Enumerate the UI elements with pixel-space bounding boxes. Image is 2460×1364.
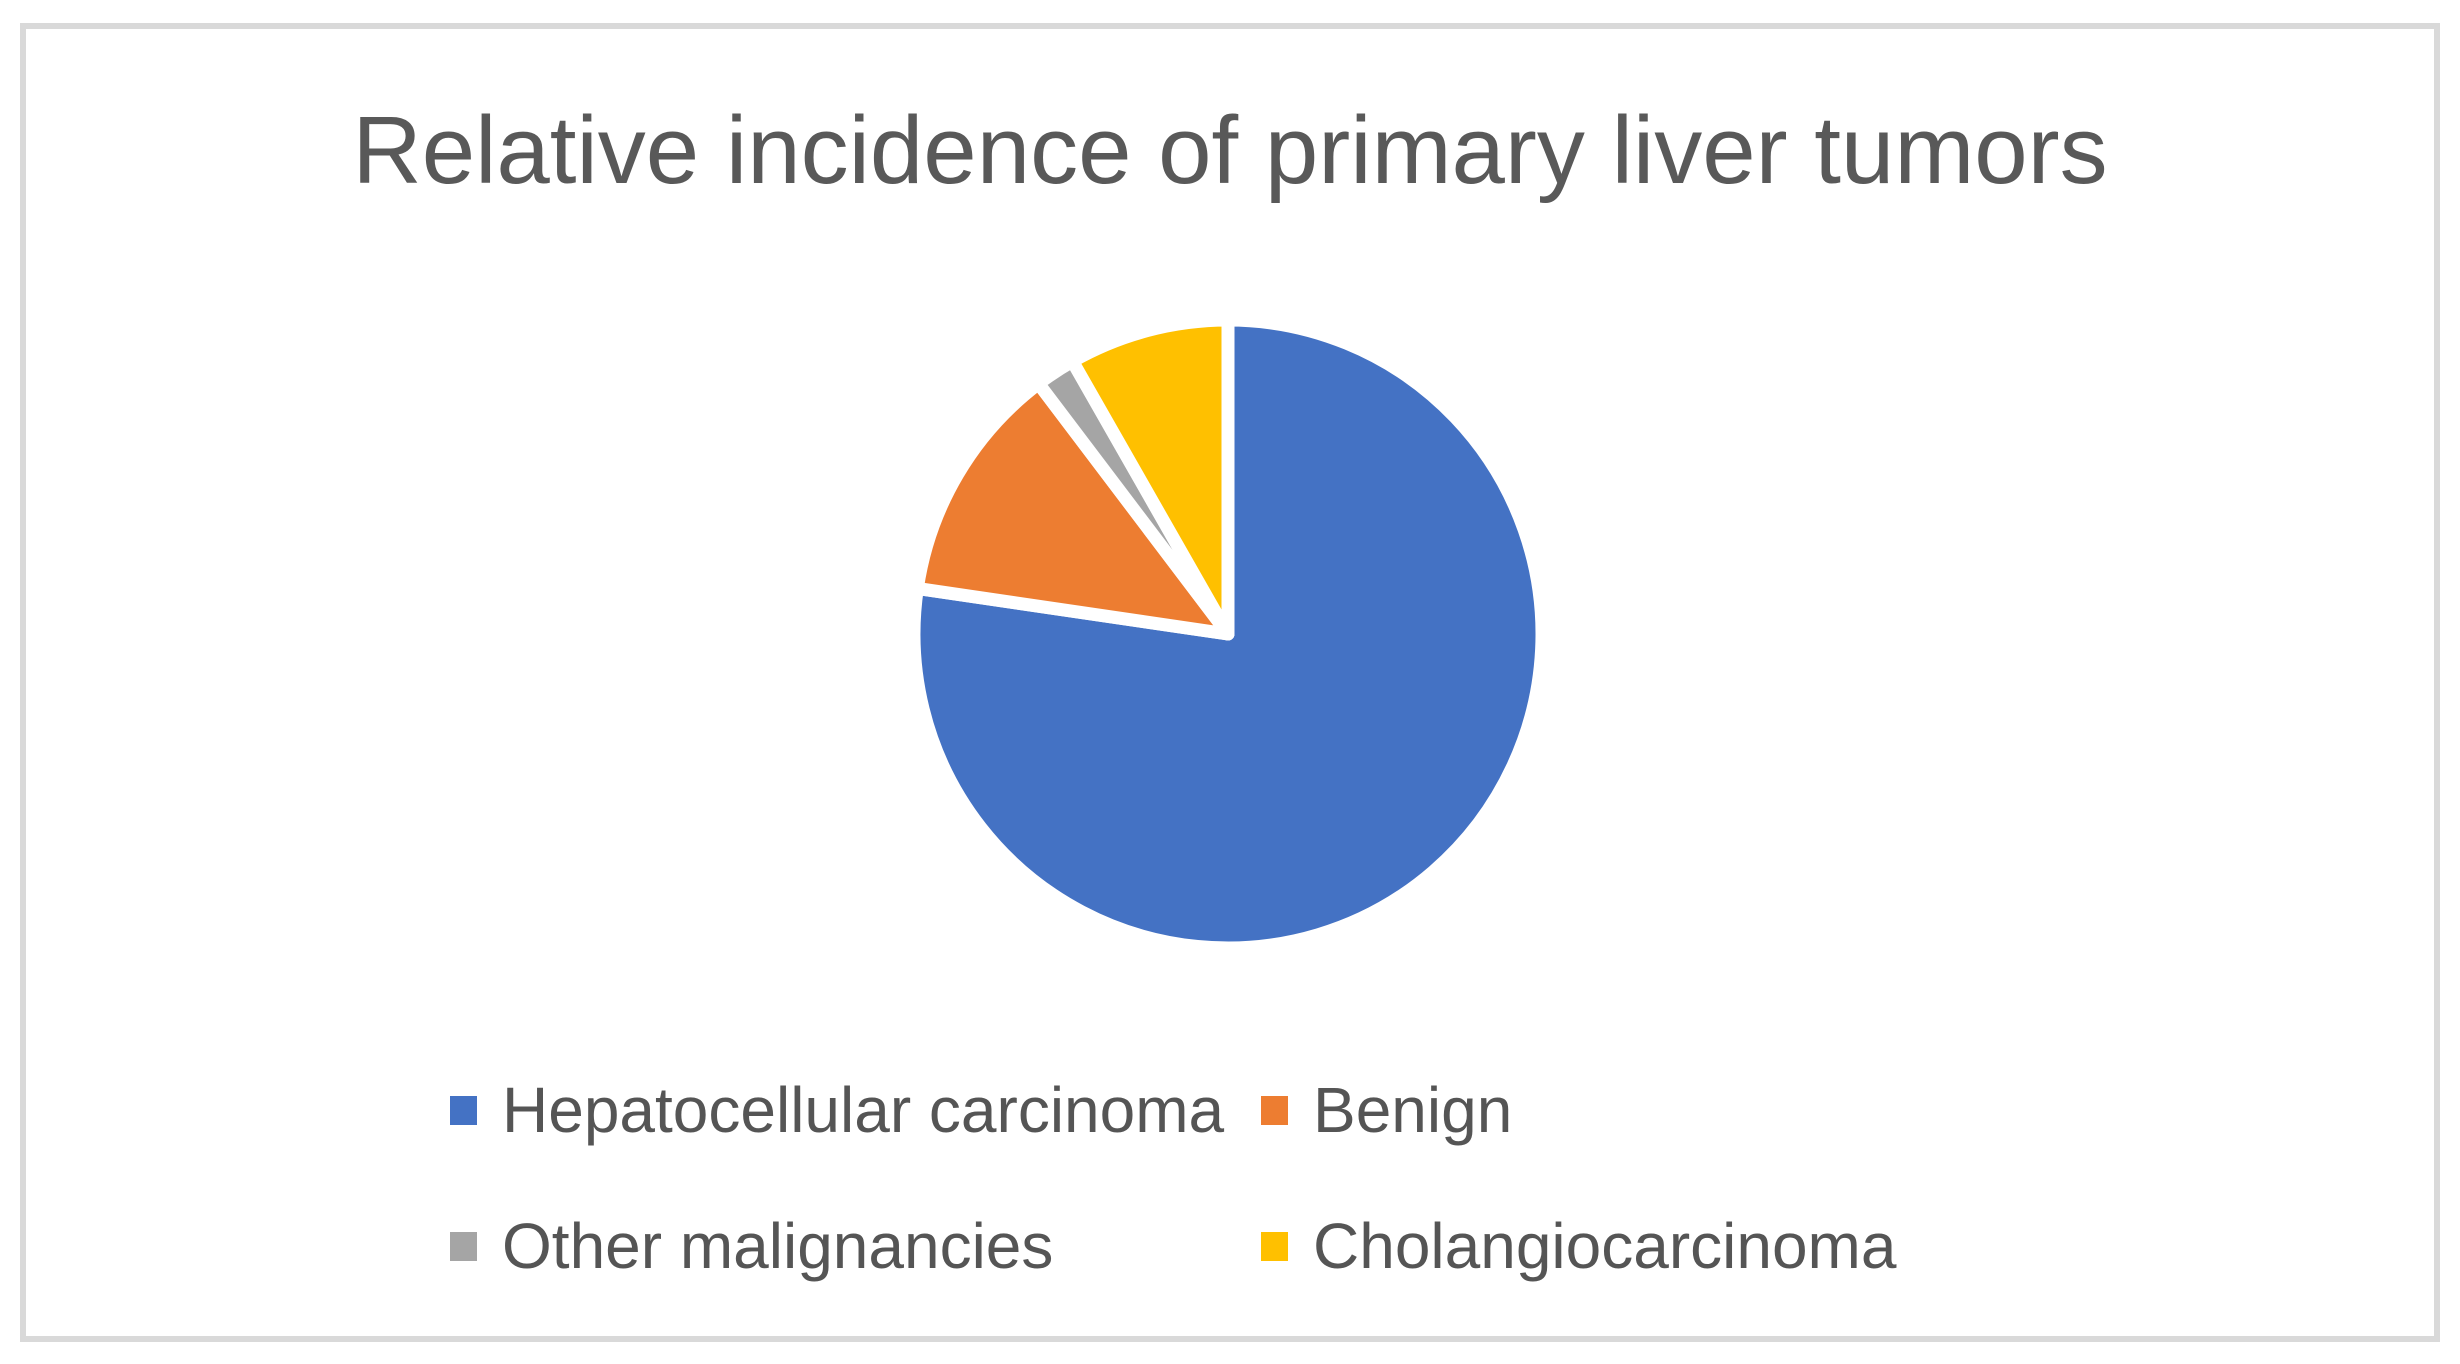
legend-swatch-other-malignancies xyxy=(450,1231,477,1261)
legend-label: Cholangiocarcinoma xyxy=(1313,1210,1897,1282)
legend-item-cholangiocarcinoma: Cholangiocarcinoma xyxy=(1261,1206,1896,1286)
chart-title: Relative incidence of primary liver tumo… xyxy=(352,97,2108,204)
legend-item-other-malignancies: Other malignancies xyxy=(450,1206,1053,1286)
pie-slice-benign xyxy=(910,377,1235,641)
legend-swatch-benign xyxy=(1261,1095,1288,1125)
legend-item-hepatocellular-carcinoma: Hepatocellular carcinoma xyxy=(450,1070,1224,1150)
legend-swatch-hepatocellular-carcinoma xyxy=(450,1095,477,1125)
pie-slice-cholangiocarcinoma xyxy=(1065,313,1235,641)
legend-swatch-cholangiocarcinoma xyxy=(1261,1231,1288,1261)
legend-item-benign: Benign xyxy=(1261,1070,1512,1150)
pie-slice-hepatocellular-carcinoma xyxy=(907,313,1549,955)
legend-label: Hepatocellular carcinoma xyxy=(502,1074,1225,1146)
legend-label: Benign xyxy=(1313,1074,1513,1146)
legend-label: Other malignancies xyxy=(502,1210,1054,1282)
